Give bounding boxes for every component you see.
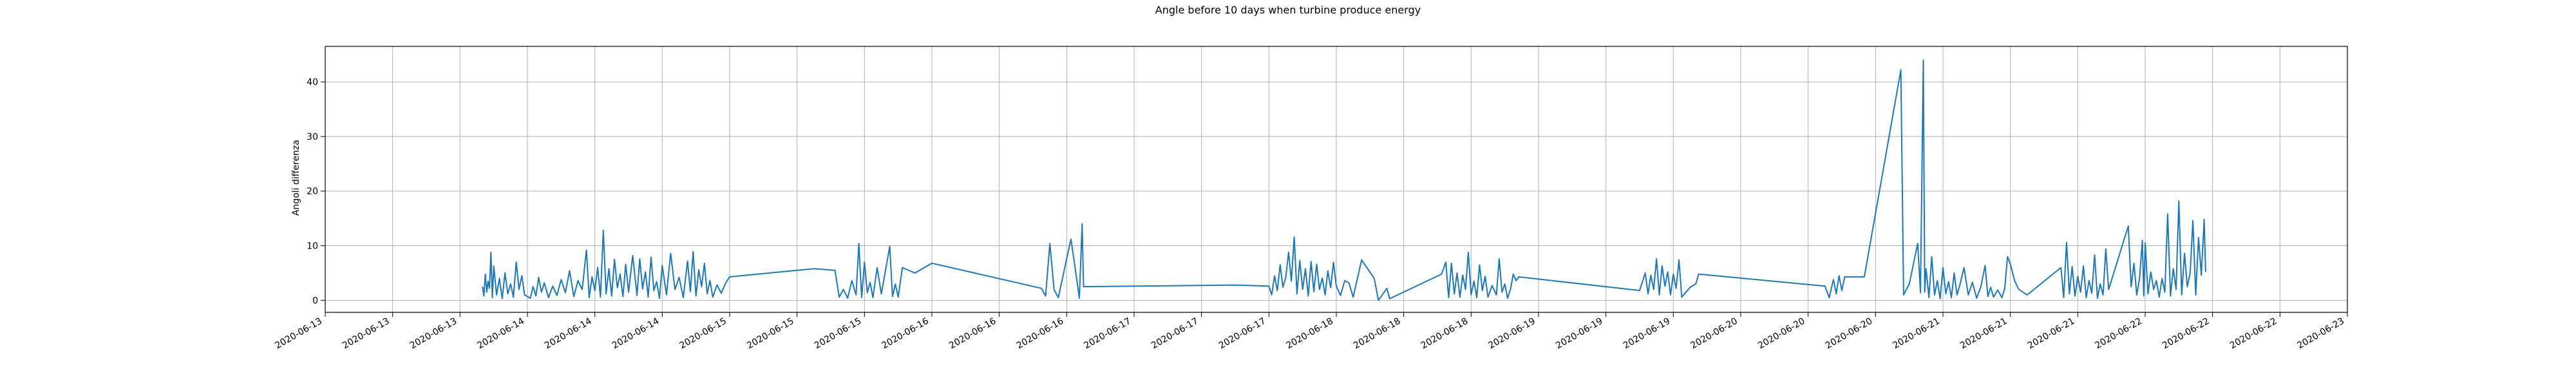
x-tick-label: 2020-06-13 bbox=[408, 316, 459, 352]
y-tick-label: 20 bbox=[307, 187, 318, 197]
axes: 2020-06-13 2020-06-13 2020-06-13 2020-06-14… bbox=[274, 46, 2348, 352]
x-tick-label: 2020-06-14 bbox=[543, 316, 594, 352]
y-tick-label: 10 bbox=[307, 242, 318, 252]
x-tick-label: 2020-06-17 bbox=[1083, 316, 1133, 352]
series-line bbox=[482, 59, 2206, 301]
x-tick-label: 2020-06-19 bbox=[1487, 316, 1537, 352]
y-tick-label: 0 bbox=[312, 296, 318, 306]
chart-title: Angle before 10 days when turbine produc… bbox=[1155, 4, 1421, 16]
x-tick-label: 2020-06-18 bbox=[1285, 316, 1335, 352]
y-tick-label: 30 bbox=[307, 132, 318, 142]
x-tick-label: 2020-06-15 bbox=[813, 316, 863, 352]
x-tick-label: 2020-06-21 bbox=[1891, 316, 1942, 352]
x-tick-label: 2020-06-21 bbox=[1958, 316, 2009, 352]
x-tick-label: 2020-06-16 bbox=[1015, 316, 1066, 352]
plot-frame bbox=[325, 46, 2348, 313]
x-tick-label: 2020-06-22 bbox=[2228, 316, 2278, 352]
x-tick-label: 2020-06-13 bbox=[341, 316, 391, 352]
x-tick-label: 2020-06-18 bbox=[1419, 316, 1470, 352]
x-tick-label: 2020-06-20 bbox=[1689, 316, 1739, 352]
x-tick-label: 2020-06-16 bbox=[947, 316, 998, 352]
x-tick-label: 2020-06-22 bbox=[2161, 316, 2211, 352]
x-tick-label: 2020-06-15 bbox=[745, 316, 795, 352]
x-tick-label: 2020-06-20 bbox=[1756, 316, 1806, 352]
grid bbox=[325, 46, 2348, 312]
x-tick-label: 2020-06-14 bbox=[611, 316, 661, 352]
y-tick-label: 40 bbox=[307, 77, 318, 88]
x-tick-label: 2020-06-17 bbox=[1217, 316, 1267, 352]
x-tick-label: 2020-06-20 bbox=[1824, 316, 1874, 352]
x-tick-label: 2020-06-13 bbox=[274, 316, 324, 352]
x-tick-label: 2020-06-19 bbox=[1622, 316, 1672, 352]
x-tick-label: 2020-06-17 bbox=[1150, 316, 1200, 352]
x-tick-label: 2020-06-22 bbox=[2094, 316, 2144, 352]
series-layer bbox=[482, 59, 2206, 301]
x-tick-label: 2020-06-23 bbox=[2296, 316, 2346, 352]
x-tick-label: 2020-06-14 bbox=[476, 316, 527, 352]
x-tick-label: 2020-06-15 bbox=[678, 316, 728, 352]
x-tick-label: 2020-06-18 bbox=[1352, 316, 1402, 352]
x-tick-label: 2020-06-16 bbox=[880, 316, 931, 352]
x-tick-label: 2020-06-21 bbox=[2026, 316, 2076, 352]
y-axis-label: Angoli differenza bbox=[291, 140, 301, 216]
x-tick-label: 2020-06-19 bbox=[1554, 316, 1604, 352]
